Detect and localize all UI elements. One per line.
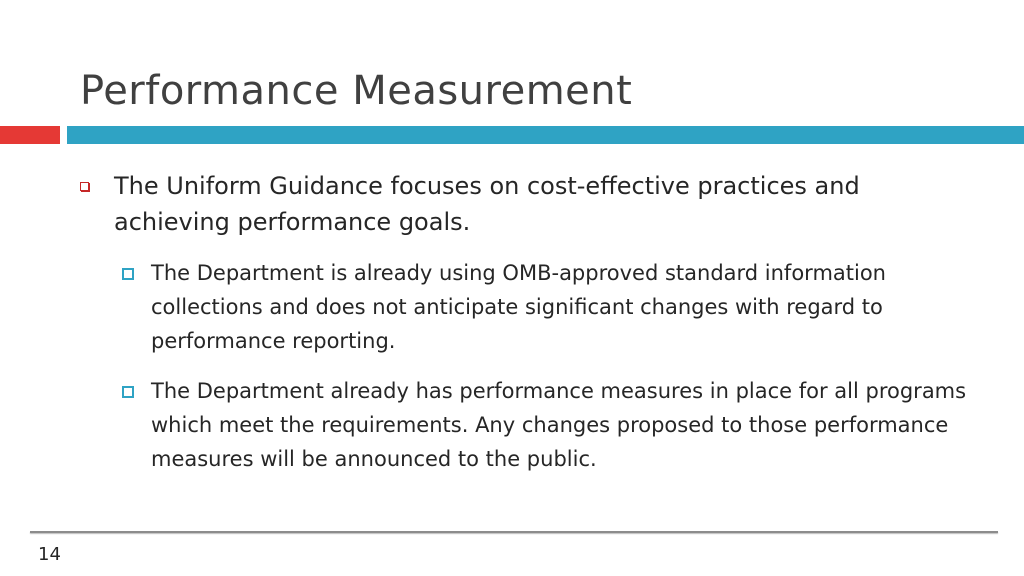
bullet-level2-text: The Department is already using OMB-appr… (151, 261, 886, 353)
bullet-level1-text: The Uniform Guidance focuses on cost-eff… (114, 172, 860, 236)
square-bullet-icon (80, 182, 89, 191)
title-rule-red-segment (0, 126, 60, 144)
page-number: 14 (38, 544, 61, 565)
title-rule-teal-segment (67, 126, 1024, 144)
footer-divider (30, 531, 998, 533)
bullet-level2: The Department is already using OMB-appr… (114, 256, 980, 358)
bullet-level2: The Department already has performance m… (114, 374, 980, 476)
bullet-level2-text: The Department already has performance m… (151, 379, 967, 471)
bullet-level1: The Uniform Guidance focuses on cost-eff… (80, 168, 980, 240)
square-bullet-icon (122, 386, 134, 398)
slide-title: Performance Measurement (80, 68, 633, 114)
square-bullet-icon (122, 268, 134, 280)
slide-content: The Uniform Guidance focuses on cost-eff… (80, 168, 980, 476)
